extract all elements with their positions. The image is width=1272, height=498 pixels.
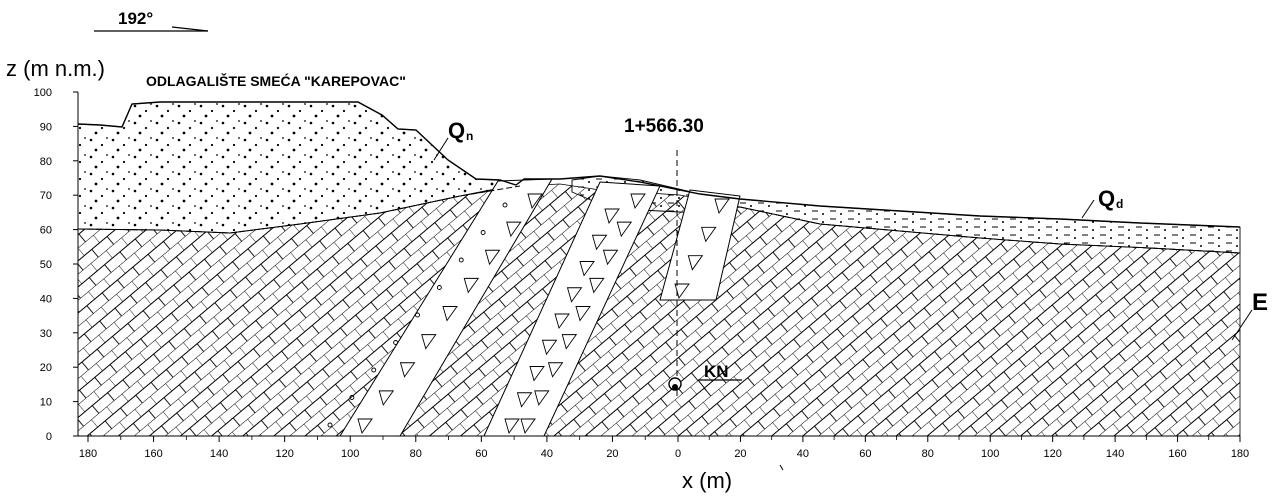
y-tick-label: 0 [46, 431, 52, 443]
breccia-triangle [575, 306, 591, 322]
breccia-triangle [591, 234, 608, 251]
qd-e-boundary [739, 206, 1241, 254]
breccia-triangle [547, 362, 564, 378]
breccia-triangle [554, 313, 570, 330]
x-tick-label: 80 [922, 448, 934, 460]
breccia-triangle [527, 193, 543, 210]
y-axis-label: z (m n.m.) [6, 56, 105, 81]
svg-text:Q: Q [448, 118, 465, 143]
svg-text:KN: KN [704, 362, 729, 381]
y-tick-label: 90 [40, 121, 52, 133]
breccia-triangle [399, 362, 416, 378]
x-tick-label: 40 [797, 448, 809, 460]
breccia-triangle [529, 366, 545, 382]
x-tick-label: 100 [341, 448, 359, 460]
bearing-arrow-icon [171, 26, 209, 32]
qn-label: Q n [433, 118, 473, 161]
x-axis-label: x (m) [682, 468, 732, 493]
x-tick-label: 60 [475, 448, 487, 460]
x-tick-label: 40 [541, 448, 553, 460]
breccia-circle [415, 312, 420, 318]
breccia-triangle [589, 277, 605, 294]
y-tick-label: 60 [40, 225, 52, 237]
breccia-triangle [714, 198, 730, 215]
x-tick-label: 0 [675, 448, 681, 460]
svg-text:E: E [1252, 289, 1268, 316]
breccia-triangle [541, 339, 558, 356]
qn-e-boundary [77, 185, 521, 234]
breccia-circle [458, 257, 464, 263]
breccia-triangle [566, 287, 583, 303]
x-tick-label: 100 [981, 448, 999, 460]
x-tick-label: 20 [734, 448, 746, 460]
breccia-triangle [484, 249, 501, 266]
stray-mark [779, 464, 784, 471]
bearing-label: 192° [118, 9, 153, 28]
breccia-circle [371, 367, 377, 373]
svg-text:d: d [1116, 197, 1123, 211]
breccia-zones [327, 178, 741, 437]
chainage-label: 1+566.30 [624, 116, 704, 137]
y-tick-label: 30 [40, 328, 52, 340]
breccia-triangle [520, 418, 536, 435]
breccia-triangle [687, 255, 704, 271]
x-tick-label: 20 [606, 448, 618, 460]
qd-label: Q d [1081, 186, 1123, 219]
y-tick-label: 20 [40, 362, 52, 374]
breccia-circle [502, 202, 508, 208]
breccia-triangle [516, 392, 533, 408]
breccia-triangle [616, 221, 633, 238]
breccia-circle [327, 422, 333, 428]
x-tick-label: 80 [410, 448, 422, 460]
ground-surface [77, 101, 1241, 228]
y-tick-label: 80 [40, 156, 52, 168]
breccia-triangle [504, 418, 520, 435]
y-tick-label: 100 [34, 87, 52, 99]
breccia-triangle [701, 226, 717, 243]
x-tick-label: 160 [1168, 448, 1186, 460]
breccia-circle [349, 395, 355, 400]
breccia-triangle [463, 277, 480, 294]
breccia-triangle [561, 334, 578, 350]
y-tick-label: 50 [40, 259, 52, 271]
x-tick-label: 180 [79, 448, 97, 460]
svg-text:n: n [466, 129, 473, 143]
breccia-triangle [357, 418, 373, 435]
breccia-triangle [421, 334, 437, 350]
y-tick-label: 10 [40, 397, 52, 409]
x-tick-label: 120 [275, 448, 293, 460]
breccia-triangle [442, 306, 458, 322]
x-ticks: 180 160 140 120 100 80 60 40 20 0 20 40 60 80 100 120 14… [79, 436, 1249, 460]
x-tick-label: 140 [210, 448, 228, 460]
breccia-triangle [602, 249, 619, 266]
breccia-circle [480, 230, 486, 235]
breccia-triangle [579, 261, 595, 277]
breccia-triangle [378, 390, 395, 406]
x-tick-label: 160 [144, 448, 162, 460]
breccia-triangle [534, 390, 550, 406]
y-tick-label: 70 [40, 190, 52, 202]
kn-marker: KN [668, 362, 742, 391]
x-tick-label: 180 [1231, 448, 1249, 460]
e-label: E [1231, 289, 1268, 341]
x-tick-label: 140 [1106, 448, 1124, 460]
breccia-circle [436, 285, 442, 290]
site-title: ODLAGALIŠTE SMEĆA "KAREPOVAC" [146, 72, 406, 89]
x-tick-label: 120 [1043, 448, 1061, 460]
y-tick-label: 40 [40, 293, 52, 305]
breccia-triangle [506, 221, 522, 238]
breccia-triangle [604, 208, 620, 225]
breccia-circle [393, 340, 399, 345]
svg-text:Q: Q [1098, 186, 1115, 211]
x-tick-label: 60 [859, 448, 871, 460]
breccia-triangle [630, 193, 646, 210]
